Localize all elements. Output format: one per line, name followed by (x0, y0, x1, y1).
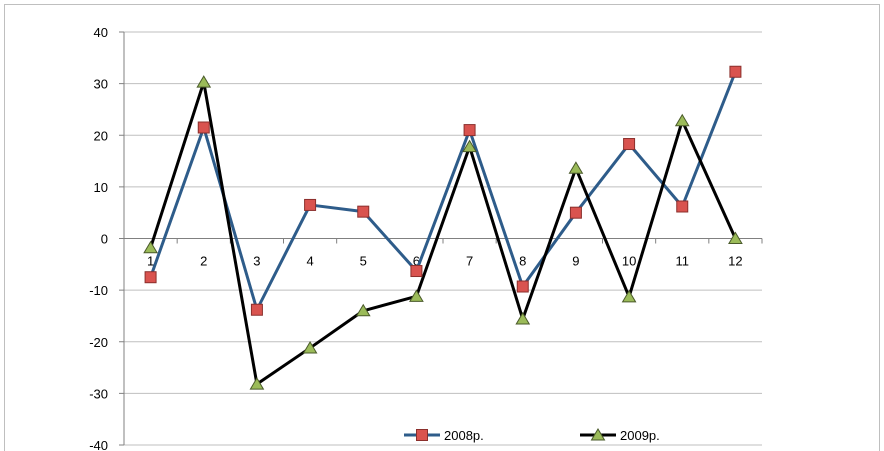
data-point-square (410, 265, 423, 278)
data-point-triangle (196, 75, 212, 88)
x-tick-label: 11 (676, 254, 690, 269)
data-point-triangle (355, 303, 371, 317)
x-tick-label: 6 (413, 254, 420, 269)
data-point-triangle (143, 240, 158, 254)
data-point-triangle (515, 312, 531, 325)
data-point-square (623, 138, 636, 151)
x-tick-label: 3 (253, 254, 260, 269)
legend: 2008р. 2009р. (404, 428, 660, 443)
series (143, 65, 743, 390)
y-tick-label: 30 (94, 77, 108, 92)
data-point-square (250, 303, 263, 316)
data-point-triangle (409, 289, 424, 302)
data-point-square (463, 124, 476, 137)
data-point-triangle (302, 340, 318, 354)
data-point-triangle (568, 161, 584, 174)
x-tick-label: 12 (728, 254, 742, 269)
data-point-triangle (249, 377, 265, 390)
chart-frame (4, 4, 880, 451)
data-point-square (304, 198, 317, 211)
y-tick-label: -10 (89, 283, 108, 298)
series-line-1 (149, 71, 737, 312)
data-point-square (416, 429, 428, 441)
y-tick-label: 20 (94, 128, 108, 143)
data-point-triangle (674, 113, 690, 127)
y-tick-label: 40 (94, 25, 108, 40)
data-point-triangle (590, 428, 606, 441)
y-tick-label: -20 (89, 335, 108, 350)
data-point-triangle (621, 289, 637, 303)
x-tick-label: 8 (519, 254, 526, 269)
y-tick-label: 0 (101, 232, 108, 247)
y-tick-label: -40 (89, 438, 108, 451)
legend-label: 2008р. (444, 428, 484, 443)
x-tick-label: 2 (200, 254, 207, 269)
x-tick-label: 7 (466, 254, 473, 269)
data-point-triangle (728, 231, 743, 244)
data-point-triangle (462, 139, 477, 153)
y-tick-label: -30 (89, 386, 108, 401)
x-tick-label: 5 (360, 254, 367, 269)
x-tick-label: 10 (622, 254, 636, 269)
data-point-square (357, 205, 370, 218)
data-point-square (144, 271, 157, 284)
data-point-square (516, 280, 529, 293)
x-tick-label: 1 (147, 254, 154, 269)
series-line-2 (149, 80, 737, 386)
legend-label: 2009р. (620, 428, 660, 443)
data-point-square (569, 206, 582, 219)
data-point-square (197, 121, 210, 134)
y-tick-label: 10 (94, 180, 108, 195)
x-tick-label: 4 (306, 254, 313, 269)
data-point-square (729, 65, 742, 78)
x-tick-label: 9 (572, 254, 579, 269)
data-point-square (676, 200, 689, 213)
